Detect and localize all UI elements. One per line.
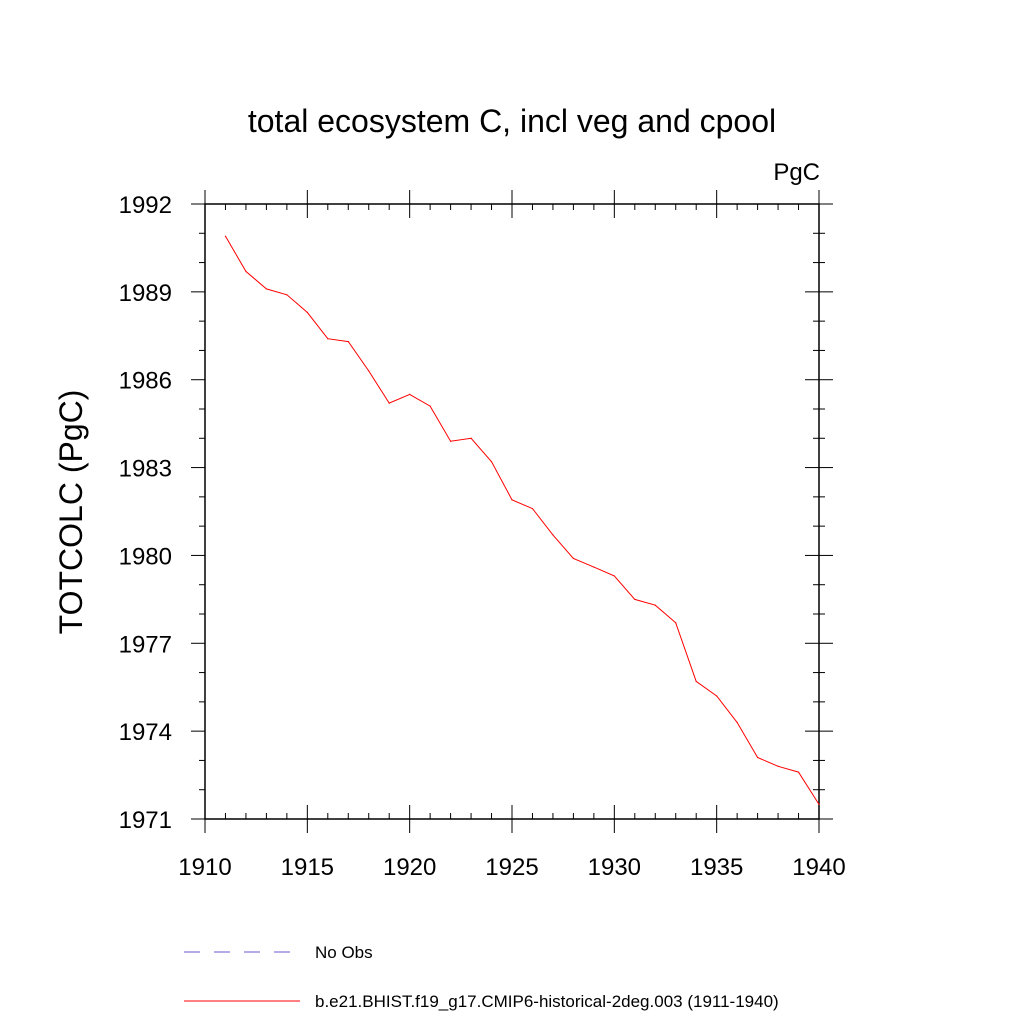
y-tick-label: 1989	[119, 280, 172, 307]
data-point	[306, 311, 308, 313]
y-tick-label: 1992	[119, 192, 172, 219]
y-tick-label: 1971	[119, 807, 172, 834]
plot-frame	[204, 203, 820, 820]
y-tick-label: 1974	[119, 719, 172, 746]
units-label: PgC	[773, 159, 820, 186]
data-point	[777, 765, 779, 767]
x-tick-label: 1930	[588, 854, 641, 881]
y-tick-label: 1986	[119, 368, 172, 395]
data-point	[450, 440, 452, 442]
data-point	[245, 270, 247, 272]
legend-label: No Obs	[315, 943, 373, 962]
x-tick-label: 1920	[383, 854, 436, 881]
data-point	[736, 721, 738, 723]
data-point	[818, 803, 820, 805]
data-point	[531, 507, 534, 510]
data-point	[327, 338, 329, 340]
axis-ticks	[191, 190, 833, 833]
data-point	[716, 695, 718, 697]
y-axis-label: TOTCOLC (PgC)	[53, 390, 89, 635]
y-tick-label: 1977	[119, 631, 172, 658]
data-point	[511, 499, 513, 501]
data-point	[552, 534, 554, 536]
data-point	[654, 604, 656, 606]
data-point	[368, 370, 370, 372]
data-point	[265, 288, 267, 290]
data-point	[757, 756, 759, 759]
data-point	[224, 235, 227, 237]
series-layer	[224, 235, 820, 805]
data-point	[470, 437, 472, 439]
x-tick-label: 1935	[690, 854, 743, 881]
legend: No Obs b.e21.BHIST.f19_g17.CMIP6-historic…	[184, 943, 779, 1011]
data-point	[409, 393, 411, 395]
data-point	[695, 680, 697, 682]
x-tick-label: 1940	[792, 854, 845, 881]
data-point	[797, 771, 800, 773]
x-tick-label: 1915	[281, 854, 334, 881]
x-tick-label: 1910	[178, 854, 231, 881]
x-tick-label: 1925	[485, 854, 538, 881]
y-tick-label: 1983	[119, 456, 172, 483]
data-point	[634, 598, 636, 600]
data-point	[613, 575, 615, 577]
data-point	[490, 461, 493, 463]
data-point	[286, 294, 288, 296]
chart-title: total ecosystem C, incl veg and cpool	[248, 103, 776, 139]
data-point	[429, 405, 431, 407]
data-point	[572, 557, 575, 559]
data-point	[593, 566, 595, 568]
legend-label: b.e21.BHIST.f19_g17.CMIP6-historical-2de…	[315, 992, 779, 1011]
data-point	[675, 622, 677, 624]
data-point	[347, 341, 349, 343]
series-line-0	[225, 235, 820, 805]
y-tick-label: 1980	[119, 543, 172, 570]
tick-labels: 1910 1915 1920 1925 1930 1935 1940 1971 1974 1977…	[119, 192, 846, 881]
data-point	[388, 402, 390, 404]
